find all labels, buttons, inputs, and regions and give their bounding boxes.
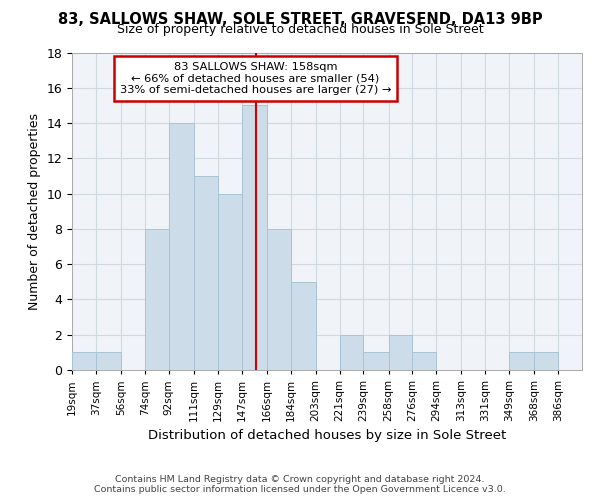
Bar [242, 106, 267, 370]
Bar [267, 229, 290, 370]
Text: Size of property relative to detached houses in Sole Street: Size of property relative to detached ho… [116, 24, 484, 36]
Y-axis label: Number of detached properties: Number of detached properties [28, 113, 41, 310]
Bar [218, 194, 242, 370]
Bar [364, 352, 389, 370]
Text: Contains HM Land Registry data © Crown copyright and database right 2024.
Contai: Contains HM Land Registry data © Crown c… [94, 474, 506, 494]
Bar [509, 352, 535, 370]
Text: 83 SALLOWS SHAW: 158sqm
← 66% of detached houses are smaller (54)
33% of semi-de: 83 SALLOWS SHAW: 158sqm ← 66% of detache… [120, 62, 391, 95]
Bar [72, 352, 96, 370]
Bar [169, 123, 194, 370]
Bar [194, 176, 218, 370]
Text: 83, SALLOWS SHAW, SOLE STREET, GRAVESEND, DA13 9BP: 83, SALLOWS SHAW, SOLE STREET, GRAVESEND… [58, 12, 542, 28]
X-axis label: Distribution of detached houses by size in Sole Street: Distribution of detached houses by size … [148, 430, 506, 442]
Bar [290, 282, 316, 370]
Bar [96, 352, 121, 370]
Bar [340, 334, 364, 370]
Bar [412, 352, 436, 370]
Bar [389, 334, 412, 370]
Bar [145, 229, 169, 370]
Bar [535, 352, 558, 370]
